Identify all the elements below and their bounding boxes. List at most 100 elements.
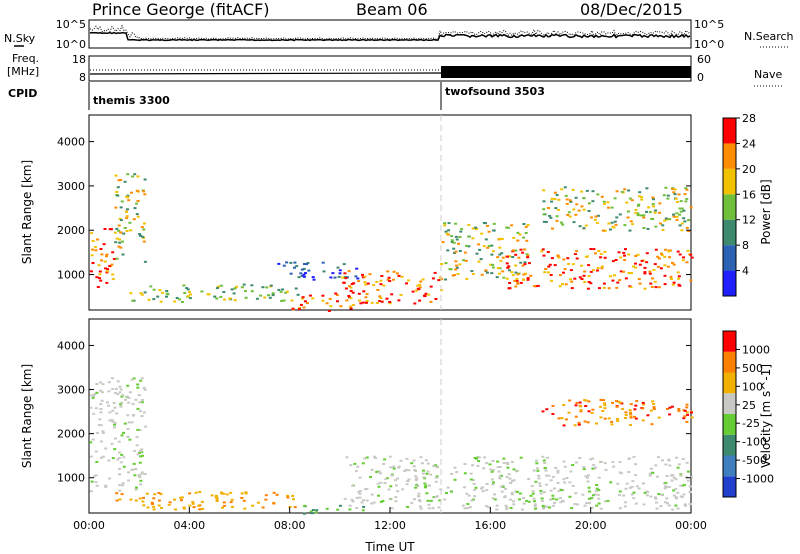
echo-cell: [548, 263, 552, 266]
echo-cell: [603, 402, 606, 405]
echo-cell: [222, 291, 226, 293]
echo-cell: [124, 398, 127, 401]
echo-cell: [309, 510, 313, 513]
echo-cell: [215, 500, 219, 502]
echo-cell: [618, 401, 622, 404]
echo-cell: [354, 470, 358, 473]
echo-cell: [122, 456, 126, 459]
echo-cell: [661, 459, 664, 462]
echo-cell: [277, 262, 281, 265]
echo-cell: [96, 238, 99, 241]
echo-cell: [160, 507, 164, 509]
echo-cell: [470, 499, 474, 502]
echo-cell: [632, 491, 636, 494]
echo-cell: [557, 417, 561, 420]
echo-cell: [321, 294, 325, 297]
echo-cell: [255, 297, 259, 300]
echo-cell: [511, 274, 515, 277]
echo-cell: [558, 274, 562, 277]
nave-block: [441, 66, 691, 78]
echo-cell: [575, 250, 579, 253]
echo-cell: [501, 486, 505, 488]
echo-cell: [348, 305, 352, 308]
echo-cell: [354, 275, 358, 278]
echo-cell: [306, 302, 309, 305]
echo-cell: [396, 272, 399, 275]
echo-cell: [116, 380, 120, 383]
echo-cell: [90, 480, 94, 483]
echo-cell: [127, 421, 131, 424]
echo-cell: [632, 497, 636, 500]
echo-cell: [463, 463, 467, 465]
echo-cell: [388, 301, 392, 303]
echo-cell: [603, 404, 607, 407]
echo-cell: [126, 194, 130, 197]
velocity-cells: [89, 377, 694, 515]
echo-cell: [586, 287, 590, 290]
echo-cell: [629, 411, 632, 414]
echo-cell: [551, 475, 555, 478]
echo-cell: [280, 299, 284, 302]
echo-cell: [450, 239, 454, 242]
echo-cell: [182, 507, 186, 510]
echo-cell: [378, 295, 382, 298]
echo-cell: [653, 496, 657, 499]
echo-cell: [300, 274, 304, 277]
echo-cell: [636, 212, 640, 215]
echo-cell: [498, 466, 502, 468]
echo-cell: [99, 248, 103, 250]
echo-cell: [259, 294, 263, 297]
echo-cell: [186, 295, 190, 298]
echo-cell: [405, 483, 409, 486]
echo-cell: [477, 456, 481, 459]
echo-cell: [137, 394, 141, 397]
echo-cell: [118, 484, 122, 487]
echo-cell: [431, 507, 435, 510]
echo-cell: [685, 188, 689, 191]
echo-cell: [625, 201, 629, 204]
echo-cell: [634, 417, 638, 420]
echo-cell: [429, 499, 433, 502]
echo-cell: [512, 468, 516, 471]
echo-cell: [653, 211, 657, 214]
echo-cell: [131, 403, 135, 406]
echo-cell: [631, 223, 635, 226]
echo-cell: [627, 272, 631, 274]
echo-cell: [113, 421, 117, 424]
echo-cell: [596, 193, 600, 196]
echo-cell: [597, 476, 601, 479]
colorbar-tick-label: 100: [742, 380, 763, 393]
echo-cell: [573, 424, 577, 427]
echo-cell: [206, 293, 210, 296]
echo-cell: [652, 268, 656, 271]
echo-cell: [101, 430, 105, 433]
echo-cell: [654, 209, 658, 212]
echo-cell: [492, 481, 495, 484]
echo-cell: [95, 391, 99, 394]
echo-cell: [134, 488, 138, 491]
echo-cell: [471, 273, 475, 275]
echo-cell: [578, 225, 582, 228]
echo-cell: [231, 505, 234, 508]
echo-cell: [152, 497, 156, 500]
echo-cell: [475, 228, 479, 230]
echo-cell: [121, 394, 125, 397]
echo-cell: [683, 409, 687, 412]
colorbar-tick-label: 1000: [742, 343, 770, 356]
echo-cell: [294, 287, 298, 290]
echo-cell: [379, 283, 383, 286]
echo-cell: [410, 501, 414, 504]
echo-cell: [138, 452, 141, 454]
echo-cell: [683, 220, 687, 223]
echo-cell: [575, 402, 579, 404]
echo-cell: [550, 279, 553, 282]
echo-cell: [514, 271, 518, 274]
echo-cell: [132, 218, 136, 221]
echo-cell: [685, 403, 689, 406]
echo-cell: [133, 474, 137, 477]
echo-cell: [361, 462, 365, 465]
echo-cell: [483, 456, 487, 459]
colorbar-segment: [723, 331, 736, 352]
echo-cell: [385, 297, 389, 300]
echo-cell: [652, 403, 656, 405]
